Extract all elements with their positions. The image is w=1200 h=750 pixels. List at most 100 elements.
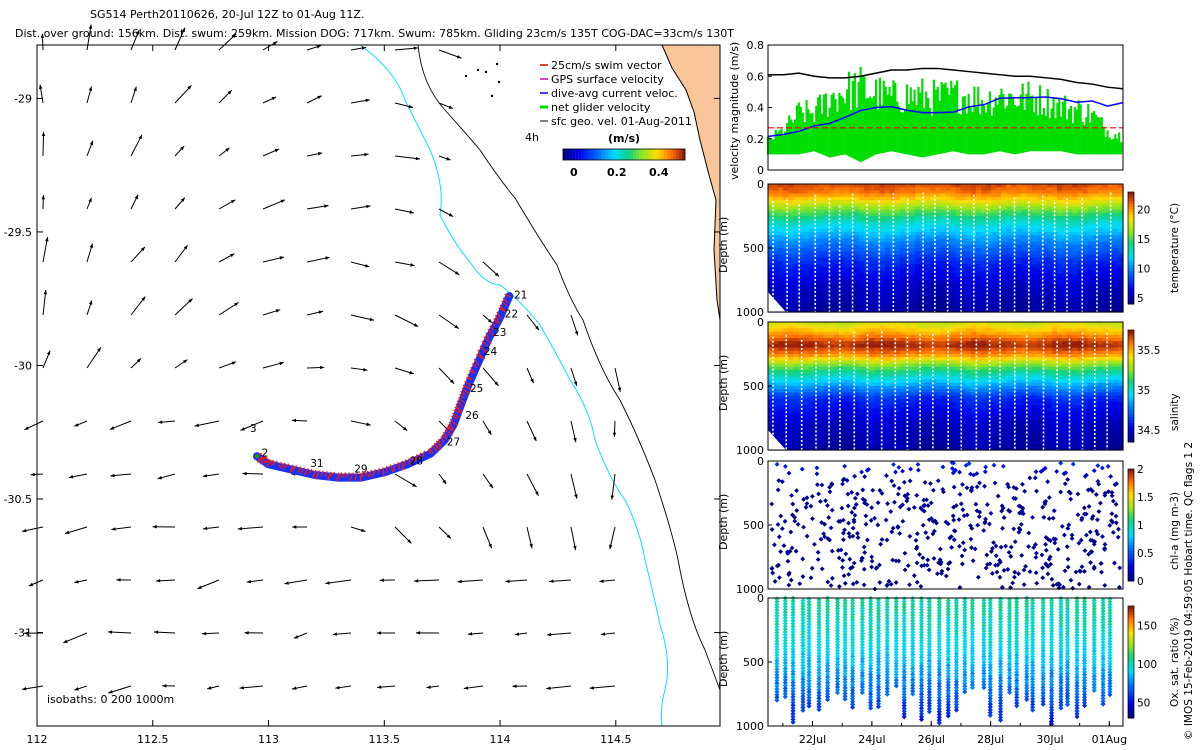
temperature-cell-4-7: [788, 206, 794, 211]
salinity-cell-24-30: [889, 418, 896, 422]
temperature-cbar-cell-30: [1128, 217, 1134, 221]
temperature-cell-60-19: [1072, 244, 1078, 249]
velocity-arrowhead-8-0: [30, 472, 35, 477]
temperature-tick-label-2: 1000: [736, 306, 764, 319]
temperature-cell-48-0: [1011, 184, 1018, 188]
temperature-cell-12-33: [828, 289, 835, 294]
temperature-cell-67-13: [1107, 225, 1114, 230]
temperature-cell-12-4: [828, 196, 835, 201]
salinity-cell-27-20: [904, 386, 911, 390]
temperature-cell-13-6: [833, 203, 840, 207]
salinity-cell-23-9: [884, 350, 891, 355]
temperature-cell-3-33: [783, 289, 789, 294]
velocity-arrowhead-4-5: [279, 256, 285, 260]
temperature-cell-4-13: [788, 225, 794, 230]
temperature-cell-51-27: [1026, 270, 1033, 275]
temperature-cell-61-17: [1077, 238, 1084, 243]
temperature-cell-20-18: [869, 241, 876, 246]
temperature-cell-5-26: [793, 267, 800, 271]
temperature-cell-54-34: [1041, 292, 1048, 297]
temperature-cell-34-12: [940, 222, 947, 227]
temperature-cell-1-34: [773, 292, 779, 297]
salinity-cell-10-5: [818, 338, 825, 342]
temperature-cell-20-13: [869, 225, 876, 230]
temperature-cell-49-15: [1016, 232, 1023, 236]
temperature-cell-45-32: [996, 286, 1002, 291]
temperature-cell-28-32: [910, 286, 916, 291]
temperature-cell-12-31: [828, 283, 835, 287]
salinity-cell-20-11: [869, 357, 876, 361]
salinity-cell-23-28: [884, 411, 891, 416]
temperature-cell-55-38: [1046, 305, 1053, 310]
temperature-cell-65-10: [1097, 216, 1104, 220]
header-line-2: Dist. over ground: 156km. Dist. swum: 25…: [15, 27, 734, 40]
salinity-cell-24-20: [889, 386, 896, 390]
temperature-cell-26-11: [899, 219, 906, 223]
salinity-cell-24-1: [889, 325, 896, 329]
temperature-cell-12-20: [828, 248, 835, 252]
temperature-cell-15-35: [844, 296, 850, 300]
temperature-cell-59-3: [1067, 193, 1073, 198]
temperature-cell-69-36: [1117, 299, 1124, 303]
temperature-cell-69-15: [1117, 232, 1124, 236]
salinity-cell-26-25: [899, 402, 906, 406]
salinity-cell-17-31: [854, 421, 860, 425]
temperature-cell-7-25: [803, 264, 810, 268]
salinity-cell-0-32: [768, 424, 774, 429]
legend-dive-avg: dive-avg current veloc.: [551, 87, 678, 100]
temperature-cell-7-34: [803, 292, 810, 297]
temperature-cell-58-29: [1062, 276, 1068, 281]
salinity-cell-24-0: [889, 322, 896, 326]
day-label-27: 27: [447, 437, 460, 449]
temperature-cell-42-38: [981, 305, 987, 310]
temperature-cell-25-22: [894, 254, 901, 259]
temperature-cell-68-6: [1112, 203, 1119, 207]
temperature-cell-52-9: [1031, 212, 1038, 217]
temperature-cell-29-33: [915, 289, 921, 294]
salinity-cell-18-29: [859, 414, 865, 419]
salinity-cell-28-34: [910, 430, 916, 435]
temperature-cell-30-34: [920, 292, 926, 297]
salinity-cell-32-13: [930, 363, 936, 368]
temperature-cell-60-23: [1072, 257, 1078, 262]
temperature-cell-49-28: [1016, 273, 1023, 278]
salinity-cell-32-23: [930, 395, 936, 400]
temperature-cell-9-17: [813, 238, 820, 243]
temperature-cell-43-3: [986, 193, 992, 198]
salinity-cell-29-14: [915, 366, 921, 371]
temperature-cell-44-5: [991, 200, 997, 204]
salinity-cell-13-24: [833, 398, 840, 403]
temperature-cell-45-30: [996, 280, 1002, 284]
temperature-cell-49-2: [1016, 190, 1023, 195]
temperature-cell-13-36: [833, 299, 840, 303]
temperature-cell-32-22: [930, 254, 936, 259]
temperature-cell-37-2: [955, 190, 962, 195]
temperature-cell-48-37: [1011, 302, 1018, 307]
temperature-cell-18-17: [859, 238, 865, 243]
salinity-cell-15-10: [844, 354, 850, 358]
temperature-cell-13-20: [833, 248, 840, 252]
salinity-cell-20-13: [869, 363, 876, 368]
temperature-cell-41-19: [975, 244, 982, 249]
temperature-cell-27-31: [904, 283, 911, 287]
salinity-cell-19-23: [864, 395, 871, 400]
salinity-cell-29-19: [915, 382, 921, 387]
salinity-cell-17-18: [854, 379, 860, 384]
temperature-cell-57-3: [1057, 193, 1063, 198]
salinity-cell-27-26: [904, 405, 911, 409]
salinity-cell-12-1: [828, 325, 835, 329]
temperature-cell-54-21: [1041, 251, 1048, 255]
temperature-cell-24-29: [889, 276, 896, 281]
swim-vector-3-1: [470, 366, 475, 373]
salinity-cell-23-4: [884, 334, 891, 339]
temperature-cell-6-0: [798, 184, 805, 188]
salinity-cell-29-29: [915, 414, 921, 419]
temperature-cell-17-39: [854, 308, 860, 313]
salinity-cell-24-3: [889, 331, 896, 336]
salinity-cell-31-19: [925, 382, 931, 387]
salinity-cell-28-18: [910, 379, 916, 384]
temperature-cell-35-6: [945, 203, 952, 207]
velocity-arrowhead-5-0: [43, 290, 48, 295]
temperature-cell-22-2: [879, 190, 886, 195]
